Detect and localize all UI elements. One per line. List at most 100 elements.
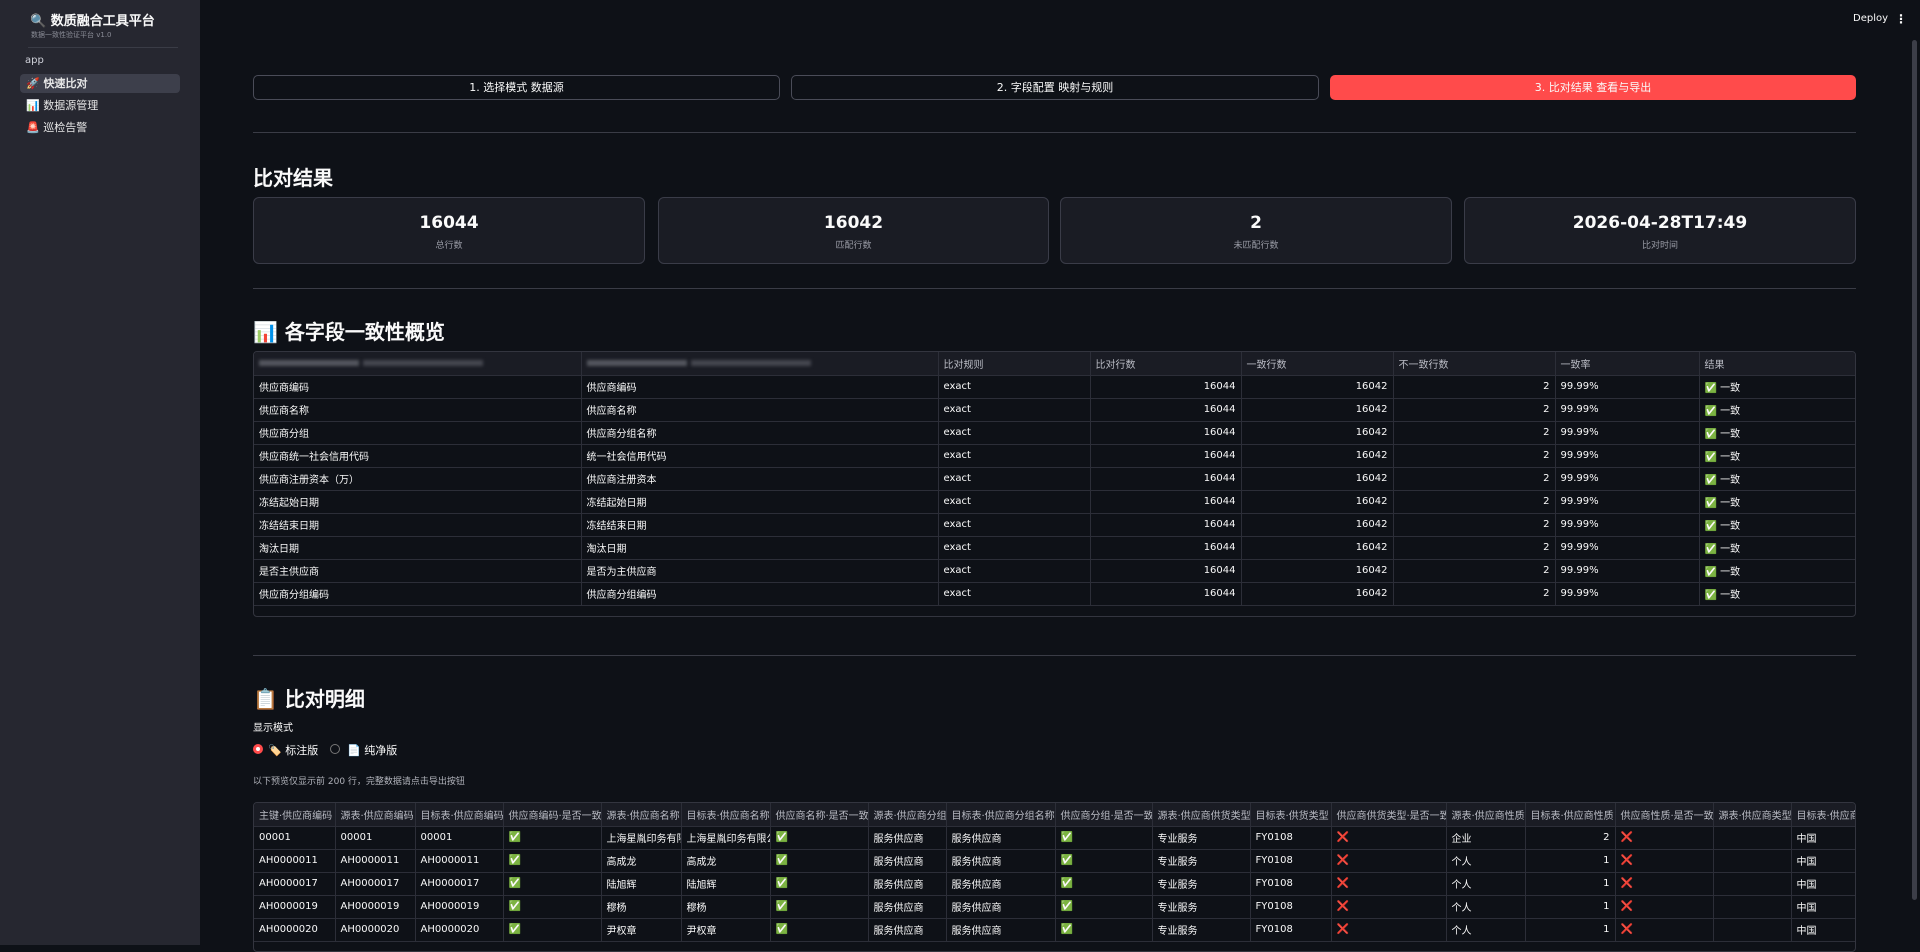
blur	[586, 359, 687, 366]
cell: 16042	[1241, 513, 1394, 537]
cell: exact	[938, 536, 1091, 560]
cell: ❌	[1615, 918, 1714, 942]
cell: 2	[1393, 467, 1556, 491]
radio[interactable]	[330, 744, 340, 754]
cell: AH0000019	[415, 895, 504, 919]
cell: AH0000017	[415, 872, 504, 896]
cell: 16044	[1090, 467, 1242, 491]
cell: ✅	[503, 872, 602, 896]
cell: exact	[938, 444, 1091, 468]
nav-item[interactable]: 📊 数据源管理	[26, 99, 99, 112]
metric-card: 2026-04-28T17:49 比对时间	[1464, 197, 1856, 264]
cell: 冻结起始日期	[254, 490, 582, 514]
cell: FY0108	[1250, 849, 1332, 873]
row: 供应商编码 供应商编码 exact 16044 16042 2 99.99% ✅ 一致	[254, 375, 1855, 399]
cell: ✅	[770, 849, 869, 873]
blur	[690, 359, 811, 366]
cell: 是否主供应商	[254, 559, 582, 583]
cell: 16044	[1090, 559, 1242, 583]
cell: 供应商注册资本（万）	[254, 467, 582, 491]
step-button[interactable]: 1. 选择模式 数据源	[253, 75, 780, 100]
cell: 99.99%	[1555, 398, 1700, 422]
cell: 上海星胤印务有限	[601, 826, 682, 850]
cell: 中国	[1791, 872, 1855, 896]
section-title: 📋 比对明细	[253, 687, 365, 711]
row: 供应商注册资本（万） 供应商注册资本 exact 16044 16042 2 99.99% ✅…	[254, 467, 1855, 491]
cell: ❌	[1331, 872, 1447, 896]
cell: ❌	[1615, 872, 1714, 896]
radio[interactable]	[253, 744, 263, 754]
row: AH0000019 AH0000019 AH0000019 ✅ 穆杨 穆杨 ✅ 服务供应商 服务…	[254, 895, 1855, 919]
cell: exact	[938, 513, 1091, 537]
app-subtitle: 数据一致性验证平台 v1.0	[31, 31, 112, 39]
row: AH0000020 AH0000020 AH0000020 ✅ 尹权章 尹权章 ✅ 服务供应商…	[254, 918, 1855, 942]
column-header: 源表·供应商编码	[335, 803, 416, 827]
radio-label[interactable]: 📄 纯净版	[347, 744, 398, 757]
cell: 99.99%	[1555, 582, 1700, 606]
nav-item[interactable]: 🚀 快速比对	[20, 74, 180, 93]
cell: 服务供应商	[868, 918, 947, 942]
menu-button[interactable]: ⋮	[1895, 12, 1907, 26]
cell: 2	[1393, 444, 1556, 468]
cell: 服务供应商	[868, 895, 947, 919]
cell	[1713, 826, 1792, 850]
cell: 个人	[1446, 895, 1526, 919]
cell: 16042	[1241, 421, 1394, 445]
nav-item[interactable]: 🚨 巡检告警	[26, 121, 88, 134]
cell: ✅	[503, 918, 602, 942]
cell: 16044	[1090, 398, 1242, 422]
column-header: 目标表·供应商名称	[681, 803, 771, 827]
column-header: 目标表·供应商性质	[1525, 803, 1616, 827]
column-header: 供应商性质·是否一致	[1615, 803, 1714, 827]
cell: ❌	[1615, 895, 1714, 919]
step-button[interactable]: 2. 字段配置 映射与规则	[791, 75, 1319, 100]
cell: 16042	[1241, 559, 1394, 583]
table: 比对规则 比对行数 一致行数 不一致行数 一致率 结果 供应商编码 供应商编码 exact 160…	[254, 352, 1855, 606]
sidebar: 🔍 数质融合工具平台 数据一致性验证平台 v1.0 app 🚀 快速比对 📊 数…	[0, 0, 200, 945]
cell: 上海星胤印务有限公	[681, 826, 771, 850]
cell: exact	[938, 559, 1091, 583]
cell: ✅ 一致	[1699, 421, 1855, 445]
cell: ✅ 一致	[1699, 536, 1855, 560]
cell: ✅	[1055, 849, 1153, 873]
cell: AH0000011	[415, 849, 504, 873]
step-button[interactable]: 3. 比对结果 查看与导出	[1330, 75, 1856, 100]
cell: ❌	[1331, 918, 1447, 942]
cell: ✅ 一致	[1699, 398, 1855, 422]
divider	[253, 132, 1856, 133]
cell: 供应商分组	[254, 421, 582, 445]
cell: ❌	[1331, 826, 1447, 850]
radio-label[interactable]: 🏷️ 标注版	[268, 744, 319, 757]
cell: ✅ 一致	[1699, 582, 1855, 606]
cell: 服务供应商	[868, 872, 947, 896]
cell: ❌	[1615, 826, 1714, 850]
overview-table: 比对规则 比对行数 一致行数 不一致行数 一致率 结果 供应商编码 供应商编码 exact 160…	[253, 351, 1856, 617]
cell: 专业服务	[1152, 872, 1251, 896]
row: 供应商名称 供应商名称 exact 16044 16042 2 99.99% ✅ 一致	[254, 398, 1855, 422]
cell: 99.99%	[1555, 559, 1700, 583]
column-header: 目标表·供应商编码	[415, 803, 504, 827]
cell: 是否为主供应商	[581, 559, 939, 583]
cell: 2	[1393, 398, 1556, 422]
cell: ✅	[503, 895, 602, 919]
cell: 1	[1525, 895, 1616, 919]
cell: exact	[938, 490, 1091, 514]
cell: 供应商名称	[254, 398, 582, 422]
cell: 陆旭辉	[681, 872, 771, 896]
cell: 2	[1393, 375, 1556, 399]
header-row: 主键·供应商编码 源表·供应商编码 目标表·供应商编码 供应商编码·是否一致 源表·供应…	[254, 803, 1855, 827]
row: 是否主供应商 是否为主供应商 exact 16044 16042 2 99.99% ✅ 一致	[254, 559, 1855, 583]
cell: ❌	[1331, 849, 1447, 873]
metric-card: 16042 匹配行数	[658, 197, 1049, 264]
cell: 服务供应商	[868, 826, 947, 850]
cell: 服务供应商	[868, 849, 947, 873]
column-header: 供应商编码·是否一致	[503, 803, 602, 827]
cell: ✅	[503, 826, 602, 850]
cell: 供应商名称	[581, 398, 939, 422]
metric-value: 2026-04-28T17:49	[1572, 213, 1748, 233]
deploy-button[interactable]: Deploy	[1853, 13, 1889, 24]
cell: 00001	[254, 826, 336, 850]
column-header: 一致行数	[1241, 352, 1394, 376]
cell: 服务供应商	[946, 895, 1056, 919]
